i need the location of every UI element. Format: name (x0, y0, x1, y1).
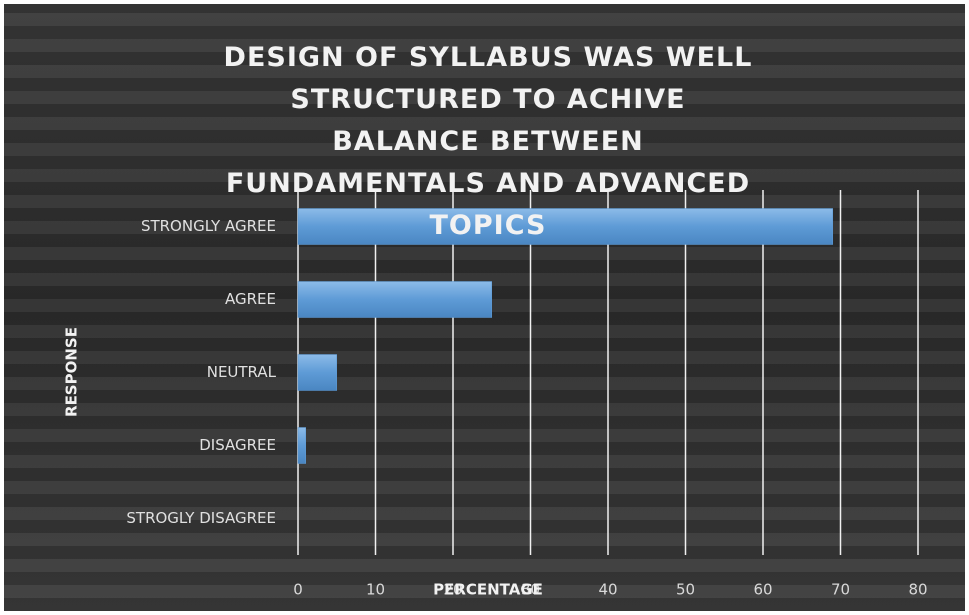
x-tick-label: 80 (908, 581, 927, 599)
x-tick-label: 50 (676, 581, 695, 599)
y-tick-label: NEUTRAL (207, 363, 277, 381)
y-tick-label: AGREE (225, 290, 276, 308)
x-tick-label: 30 (521, 581, 540, 599)
y-axis-title: RESPONSE (63, 327, 81, 417)
x-tick-label: 20 (443, 581, 462, 599)
x-tick-label: 60 (753, 581, 772, 599)
chart-title: DESIGN OF SYLLABUS WAS WELL STRUCTURED TO… (224, 42, 753, 241)
x-tick-label: 70 (831, 581, 850, 599)
x-axis-title: PERCENTAGE (433, 581, 543, 599)
bar (297, 208, 833, 245)
bar (297, 427, 306, 464)
y-tick-label: STROGLY DISAGREE (126, 509, 276, 527)
y-tick-label: STRONGLY AGREE (141, 217, 276, 235)
x-tick-label: 0 (293, 581, 303, 599)
bar (297, 354, 337, 391)
x-tick-label: 40 (598, 581, 617, 599)
y-tick-label: DISAGREE (199, 436, 276, 454)
x-tick-label: 10 (366, 581, 385, 599)
bar (297, 281, 492, 318)
